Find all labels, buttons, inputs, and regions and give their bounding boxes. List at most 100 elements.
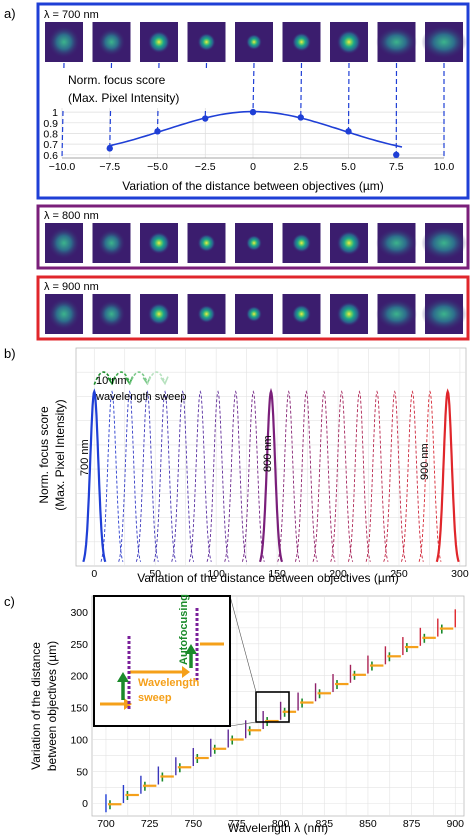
chart-a-ytick-0: 0.6 [43, 150, 58, 162]
chart-a-ylabel-line2: (Max. Pixel Intensity) [68, 91, 179, 105]
row-800-thumbnails [45, 223, 467, 263]
chart-c-xtick-1: 725 [141, 818, 159, 830]
thumbnail-spot-1-7 [376, 227, 417, 259]
thumbnail-spot-0-2 [147, 30, 171, 54]
chart-b-annotation-line2: wavelength sweep [95, 391, 187, 403]
chart-a-point-3 [249, 108, 257, 116]
chart-b-xtick-6: 300 [451, 568, 469, 580]
chart-b-peak-9 [241, 390, 265, 562]
panel-a-label: a) [4, 6, 16, 21]
panel-b-label: b) [4, 346, 16, 361]
chart-c-xtick-3: 775 [228, 818, 246, 830]
chart-c-xtick-4: 800 [272, 818, 290, 830]
chart-b-peak-3 [135, 390, 159, 562]
chart-b-peak-12 [294, 390, 318, 562]
chart-a-point-0 [106, 145, 113, 152]
chart-b-peak-17 [383, 390, 407, 562]
thumbnail-spot-2-7 [376, 298, 417, 330]
inset-orange-arrowhead-2 [182, 666, 190, 678]
chart-c-xtick-8: 900 [447, 818, 465, 830]
thumbnail-spot-1-8 [421, 226, 467, 260]
chart-b-xtick-1: 50 [149, 568, 161, 580]
thumbnail-spot-1-1 [97, 228, 126, 258]
chart-b-ylabel-line2: (Max. Pixel Intensity) [53, 399, 67, 510]
chart-b-xtick-3: 150 [268, 568, 286, 580]
chart-a-point-2 [202, 115, 209, 122]
chart-c-ytick-1: 50 [76, 766, 88, 778]
chart-b-ylabel-line1: Norm. focus score [37, 406, 51, 504]
chart-a-ytick-2: 0.8 [43, 128, 58, 140]
chart-b-arrow-0 [93, 371, 113, 385]
chart-c-ytick-3: 150 [70, 703, 88, 715]
thumbnail-spot-2-2 [147, 302, 171, 326]
inset-green-arrowhead-1 [117, 672, 129, 682]
chart-a-point-6 [393, 151, 400, 158]
chart-a-y-ticks: 0.60.70.80.91 [43, 107, 58, 162]
chart-a: Norm. focus score (Max. Pixel Intensity)… [43, 62, 455, 193]
chart-a-xtick-8: 10.0 [434, 161, 455, 173]
row-700-thumbnails [45, 22, 467, 62]
chart-c-xtick-2: 750 [185, 818, 203, 830]
thumbnail-spot-1-5 [291, 233, 312, 253]
thumbnail-spot-2-6 [336, 301, 362, 327]
chart-b-frame [75, 347, 467, 567]
chart-c-ytick-5: 250 [70, 639, 88, 651]
thumbnail-spot-0-0 [47, 25, 81, 59]
inset-frame [93, 595, 231, 727]
chart-c-xtick-0: 700 [97, 818, 115, 830]
chart-b: 10 nm wavelength sweep 700 nm 800 nm 900… [37, 347, 469, 585]
thumbnail-spot-0-8 [421, 25, 467, 59]
chart-b-peak-20 [435, 388, 460, 563]
chart-c-inset: Wavelength sweep Autofocusing [93, 594, 231, 727]
chart-c-y-ticks: 0 50 100 150 200 250 300 [70, 607, 88, 810]
row-900-thumbnails [45, 294, 467, 334]
chart-c-x-ticks: 700 725 750 775 800 825 850 875 900 [97, 818, 464, 830]
thumbnail-spot-0-3 [197, 32, 216, 52]
chart-a-ylabel-line1: Norm. focus score [68, 73, 166, 87]
chart-b-peak-label-800: 800 nm [262, 435, 274, 472]
chart-c-xtick-5: 825 [316, 818, 334, 830]
chart-a-ytick-3: 0.9 [43, 118, 58, 130]
chart-a-point-5 [345, 128, 352, 135]
chart-b-xlabel: Variation of the distance between object… [137, 571, 399, 585]
chart-a-points [106, 108, 400, 158]
chart-b-xtick-0: 0 [91, 568, 97, 580]
chart-b-sweep-arrows [93, 371, 169, 386]
chart-a-connector-5 [300, 62, 303, 118]
chart-b-peak-1 [100, 390, 124, 562]
chart-c-xtick-6: 850 [359, 818, 377, 830]
chart-c-ylabel-line1: Variation of the distance [29, 642, 43, 770]
chart-b-peak-18 [400, 390, 424, 562]
chart-b-peak-6 [188, 390, 212, 562]
chart-a-x-ticks: −10.0 −7.5 −5.0 −2.5 0 2.5 5.0 7.5 10.0 [49, 161, 455, 173]
thumbnail-spot-2-5 [291, 304, 312, 324]
row-700-border [36, 2, 470, 200]
chart-c-zoom-box [255, 691, 290, 723]
row-900-lambda-label: λ = 900 nm [44, 281, 99, 293]
chart-b-peaks [82, 387, 460, 563]
chart-b-peak-11 [277, 390, 301, 562]
thumbnail-spot-0-1 [97, 27, 126, 57]
chart-c-xlabel: Wavelength λ (nm) [228, 821, 328, 835]
chart-b-xtick-4: 200 [329, 568, 347, 580]
chart-b-peak-7 [206, 390, 230, 562]
chart-a-label-backdrop [60, 68, 218, 108]
chart-b-peak-label-900: 900 nm [419, 443, 431, 480]
chart-a-point-4 [297, 114, 304, 121]
chart-b-peak-15 [347, 390, 371, 562]
chart-b-peak-8 [224, 390, 248, 562]
chart-c-zoom-line-top [229, 595, 257, 693]
chart-c-xtick-7: 875 [403, 818, 421, 830]
chart-a-ytick-4: 1 [52, 107, 58, 119]
chart-a-fit-curve [107, 110, 403, 148]
thumbnail-spot-2-0 [47, 297, 81, 331]
chart-b-peak-4 [153, 390, 177, 562]
chart-c-frame [91, 595, 465, 817]
chart-a-xtick-7: 7.5 [389, 161, 404, 173]
inset-wavelength-label: Wavelength [138, 677, 200, 689]
row-800-border [36, 204, 470, 270]
row-700-lambda-label: λ = 700 nm [44, 9, 99, 21]
chart-a-connector-4 [252, 62, 255, 113]
chart-a-xtick-0: −10.0 [49, 161, 76, 173]
